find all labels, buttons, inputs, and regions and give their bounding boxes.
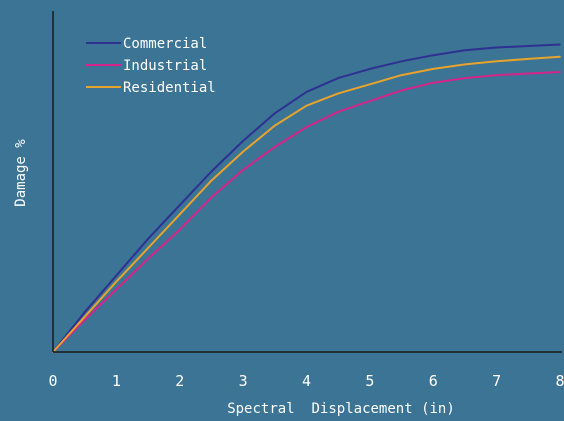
data-point-commercial xyxy=(115,274,118,277)
x-tick-label: 8 xyxy=(555,372,564,390)
x-tick-label: 4 xyxy=(302,372,311,390)
data-point-residential xyxy=(495,60,498,63)
x-tick-label: 5 xyxy=(365,372,374,390)
data-point-commercial xyxy=(369,68,371,70)
data-point-industrial xyxy=(527,72,530,75)
data-point-industrial xyxy=(179,228,181,231)
data-point-residential xyxy=(83,316,86,318)
data-point-commercial xyxy=(210,170,213,173)
axes xyxy=(52,11,562,353)
data-point-industrial xyxy=(337,111,340,113)
data-point-commercial xyxy=(464,49,466,52)
data-point-commercial xyxy=(305,91,308,93)
x-axis-title: Spectral Displacement (in) xyxy=(227,401,455,417)
data-point-industrial xyxy=(432,81,435,84)
data-point-commercial xyxy=(400,60,403,63)
data-point-residential xyxy=(242,150,244,153)
x-tick-labels: 0 1 2 3 4 5 6 7 8 xyxy=(48,372,564,390)
data-point-residential xyxy=(464,63,466,66)
series-line-industrial xyxy=(52,71,561,353)
legend-label-residential: Residential xyxy=(123,80,216,96)
x-tick-label: 1 xyxy=(112,372,121,390)
data-point-industrial xyxy=(400,89,403,92)
data-point-residential xyxy=(527,58,530,60)
data-point-industrial xyxy=(559,71,561,73)
data-point-commercial xyxy=(274,112,276,115)
data-point-industrial xyxy=(147,257,149,260)
data-point-commercial xyxy=(83,311,86,314)
data-point-commercial xyxy=(179,204,181,206)
data-point-industrial xyxy=(464,77,466,79)
data-point-residential xyxy=(559,55,561,58)
data-point-industrial xyxy=(242,169,244,171)
data-point-residential xyxy=(400,74,403,76)
x-tick-label: 0 xyxy=(48,372,57,390)
data-point-industrial xyxy=(369,100,371,102)
data-point-residential xyxy=(432,68,435,70)
data-point-residential xyxy=(305,104,308,107)
data-point-commercial xyxy=(432,54,435,56)
x-tick-label: 6 xyxy=(429,372,438,390)
data-point-commercial xyxy=(242,140,244,142)
data-point-commercial xyxy=(559,43,561,46)
series-line-residential xyxy=(52,55,561,353)
data-point-residential xyxy=(115,280,118,283)
data-point-residential xyxy=(274,124,276,127)
data-point-industrial xyxy=(274,146,276,148)
data-point-industrial xyxy=(495,74,498,76)
data-point-residential xyxy=(369,83,371,86)
y-axis-title: Damage % xyxy=(13,139,29,207)
data-point-industrial xyxy=(210,196,213,199)
plot-area xyxy=(52,43,561,353)
data-point-commercial xyxy=(337,77,340,79)
data-point-industrial xyxy=(115,288,118,291)
data-point-residential xyxy=(179,213,181,216)
data-point-industrial xyxy=(83,319,86,321)
data-point-industrial xyxy=(305,126,308,128)
data-point-commercial xyxy=(147,238,149,240)
legend-label-commercial: Commercial xyxy=(123,36,207,52)
legend-label-industrial: Industrial xyxy=(123,58,207,74)
data-point-commercial xyxy=(527,45,530,47)
data-point-residential xyxy=(210,179,213,182)
legend: Commercial Industrial Residential xyxy=(86,36,216,96)
x-tick-label: 2 xyxy=(175,372,184,390)
data-point-commercial xyxy=(495,46,498,49)
data-point-residential xyxy=(337,92,340,95)
x-tick-label: 7 xyxy=(492,372,501,390)
x-tick-label: 3 xyxy=(239,372,248,390)
data-point-residential xyxy=(147,247,149,249)
